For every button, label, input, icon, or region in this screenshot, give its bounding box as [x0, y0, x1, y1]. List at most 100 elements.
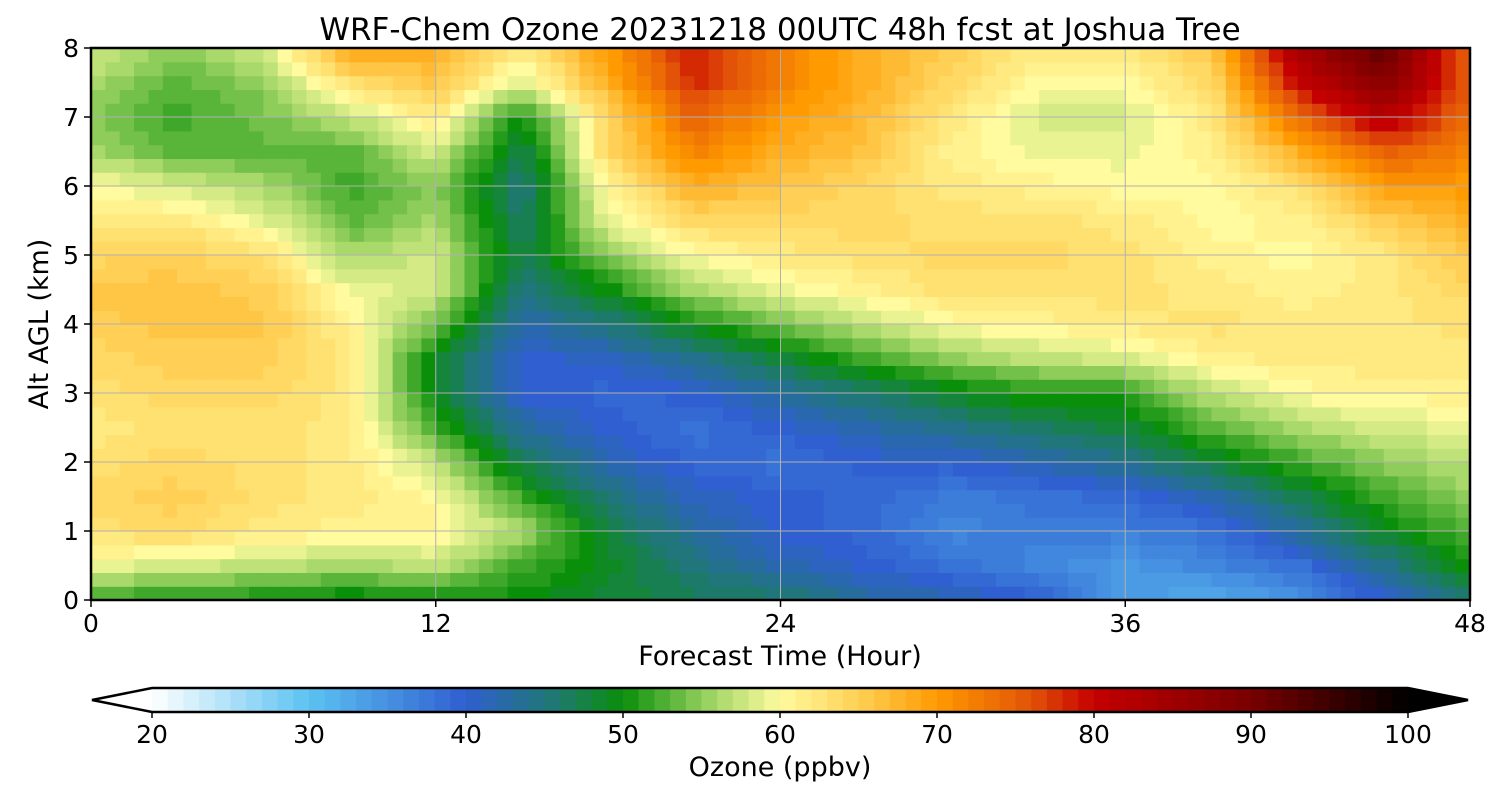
- field-cell: [148, 158, 164, 173]
- field-cell: [148, 48, 164, 63]
- field-cell: [565, 310, 580, 325]
- field-cell: [478, 310, 494, 325]
- field-cell: [263, 255, 279, 270]
- field-cell: [679, 103, 695, 118]
- field-cell: [1039, 241, 1055, 256]
- field-cell: [550, 268, 566, 284]
- field-cell: [162, 420, 178, 435]
- field-cell: [234, 586, 250, 600]
- field-cell: [1297, 462, 1313, 477]
- field-cell: [521, 75, 537, 90]
- field-cell: [407, 103, 422, 118]
- field-cell: [794, 558, 810, 573]
- field-cell: [995, 489, 1011, 504]
- field-cell: [464, 158, 480, 173]
- field-cell: [1125, 186, 1141, 201]
- colorbar-cell: [1219, 688, 1236, 712]
- field-cell: [1168, 186, 1184, 201]
- field-cell: [450, 199, 466, 215]
- field-cell: [909, 89, 925, 104]
- field-cell: [220, 324, 236, 339]
- field-cell: [1355, 241, 1371, 256]
- field-cell: [464, 213, 480, 228]
- field-cell: [1268, 48, 1284, 63]
- field-cell: [1426, 434, 1442, 449]
- field-cell: [837, 158, 853, 173]
- field-cell: [852, 227, 868, 242]
- field-cell: [435, 572, 451, 587]
- field-cell: [636, 544, 652, 560]
- field-cell: [378, 268, 394, 284]
- field-cell: [952, 572, 968, 587]
- field-cell: [938, 544, 954, 560]
- field-cell: [852, 144, 868, 159]
- field-cell: [823, 48, 839, 63]
- field-cell: [751, 89, 767, 104]
- field-cell: [636, 462, 652, 477]
- field-cell: [119, 241, 135, 256]
- field-cell: [1412, 130, 1428, 146]
- field-cell: [421, 531, 437, 546]
- field-cell: [881, 158, 897, 173]
- field-cell: [119, 544, 135, 560]
- field-cell: [349, 503, 365, 518]
- field-cell: [1182, 130, 1198, 146]
- field-cell: [435, 199, 451, 215]
- field-cell: [608, 420, 624, 435]
- colorbar-cell: [1376, 688, 1393, 712]
- field-cell: [679, 117, 695, 132]
- field-cell: [1283, 130, 1299, 146]
- field-cell: [1426, 268, 1442, 284]
- field-cell: [981, 393, 997, 408]
- field-cell: [881, 117, 897, 132]
- field-cell: [981, 227, 997, 242]
- field-cell: [1240, 351, 1256, 366]
- field-cell: [478, 130, 494, 146]
- field-cell: [780, 48, 796, 63]
- field-cell: [909, 544, 925, 560]
- field-cell: [1297, 517, 1313, 532]
- field-cell: [1412, 255, 1428, 270]
- field-cell: [1283, 434, 1299, 449]
- field-cell: [1340, 172, 1356, 187]
- field-cell: [866, 172, 882, 187]
- field-cell: [91, 324, 106, 339]
- field-cell: [378, 103, 394, 118]
- field-cell: [1125, 324, 1141, 339]
- field-cell: [177, 365, 193, 380]
- field-cell: [981, 130, 997, 146]
- colorbar-cell: [1062, 688, 1079, 712]
- field-cell: [349, 586, 365, 600]
- field-cell: [1268, 241, 1284, 256]
- field-cell: [1168, 393, 1184, 408]
- field-cell: [579, 489, 595, 504]
- field-cell: [823, 89, 839, 104]
- field-cell: [148, 227, 164, 242]
- field-cell: [1326, 475, 1342, 491]
- field-cell: [766, 351, 782, 366]
- field-cell: [952, 475, 968, 491]
- field-cell: [780, 517, 796, 532]
- field-cell: [1426, 227, 1442, 242]
- field-cell: [493, 558, 509, 573]
- field-cell: [622, 213, 638, 228]
- field-cell: [794, 517, 810, 532]
- field-cell: [1153, 393, 1169, 408]
- field-cell: [249, 48, 264, 63]
- field-cell: [392, 448, 408, 463]
- colorbar-cell: [434, 688, 451, 712]
- colorbar-cell: [214, 688, 231, 712]
- field-cell: [708, 558, 724, 573]
- field-cell: [349, 75, 365, 90]
- field-cell: [507, 48, 523, 63]
- field-cell: [148, 268, 164, 284]
- field-cell: [1082, 420, 1098, 435]
- field-cell: [177, 324, 193, 339]
- field-cell: [91, 475, 106, 491]
- field-cell: [881, 475, 897, 491]
- field-cell: [1082, 434, 1098, 449]
- field-cell: [1211, 420, 1227, 435]
- field-cell: [1211, 61, 1227, 77]
- field-cell: [938, 117, 954, 132]
- field-cell: [723, 379, 738, 394]
